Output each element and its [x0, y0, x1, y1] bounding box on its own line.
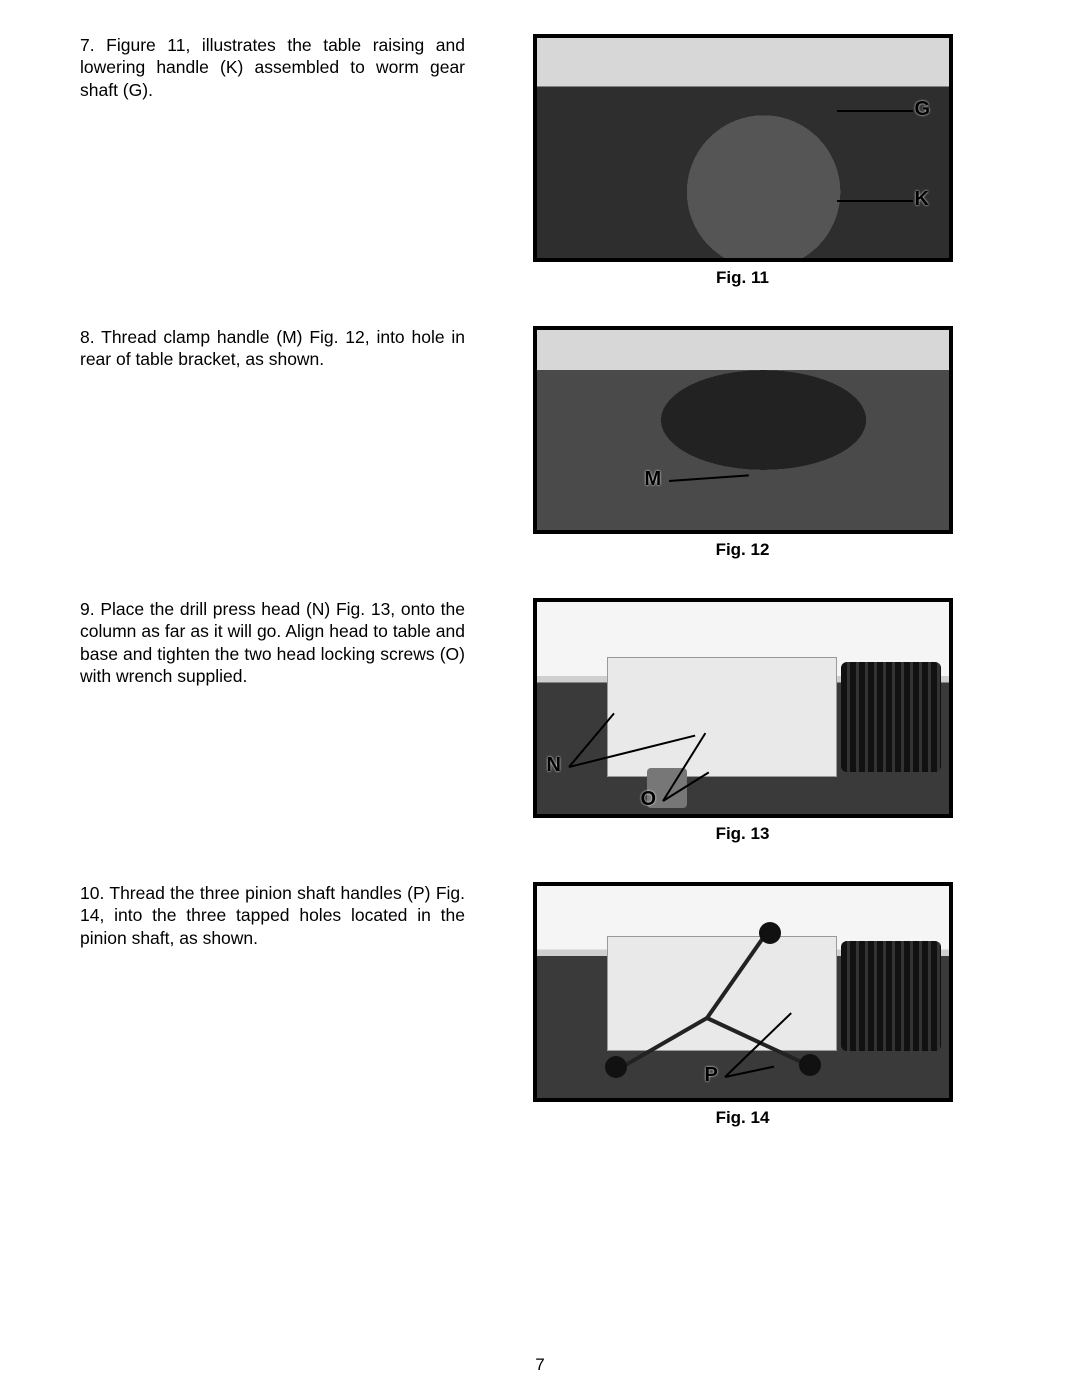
step-10-body: Thread the three pinion shaft handles (P…	[80, 883, 465, 948]
figure-11-col: G K Fig. 11	[485, 34, 1000, 288]
figure-11-label-G: G	[915, 98, 931, 121]
step-10-text: 10. Thread the three pinion shaft handle…	[80, 882, 485, 949]
step-9-number: 9.	[80, 599, 95, 619]
step-8-text: 8. Thread clamp handle (M) Fig. 12, into…	[80, 326, 485, 371]
figure-13-caption: Fig. 13	[716, 824, 770, 844]
drill-head-icon	[607, 657, 837, 777]
step-9-body: Place the drill press head (N) Fig. 13, …	[80, 599, 465, 686]
step-9: 9. Place the drill press head (N) Fig. 1…	[80, 598, 1000, 844]
figure-13-col: N O Fig. 13	[485, 598, 1000, 844]
figure-11-caption: Fig. 11	[716, 268, 769, 288]
figure-14-caption: Fig. 14	[716, 1108, 770, 1128]
step-8-body: Thread clamp handle (M) Fig. 12, into ho…	[80, 327, 465, 369]
figure-14: P	[533, 882, 953, 1102]
handle-knob-icon	[759, 922, 781, 944]
step-10: 10. Thread the three pinion shaft handle…	[80, 882, 1000, 1128]
step-10-number: 10.	[80, 883, 104, 903]
figure-13-label-O: O	[641, 788, 657, 811]
manual-page: 7. Figure 11, illustrates the table rais…	[0, 0, 1080, 1397]
step-7-body: Figure 11, illustrates the table raising…	[80, 35, 465, 100]
step-8: 8. Thread clamp handle (M) Fig. 12, into…	[80, 326, 1000, 560]
step-7-text: 7. Figure 11, illustrates the table rais…	[80, 34, 485, 101]
step-9-text: 9. Place the drill press head (N) Fig. 1…	[80, 598, 485, 688]
figure-12-col: M Fig. 12	[485, 326, 1000, 560]
figure-11-image	[537, 38, 949, 258]
motor-icon	[841, 662, 941, 772]
figure-12-caption: Fig. 12	[716, 540, 770, 560]
figure-14-col: P Fig. 14	[485, 882, 1000, 1128]
step-7: 7. Figure 11, illustrates the table rais…	[80, 34, 1000, 288]
step-8-number: 8.	[80, 327, 95, 347]
handle-knob-icon	[799, 1054, 821, 1076]
figure-12: M	[533, 326, 953, 534]
page-number: 7	[0, 1355, 1080, 1375]
callout-line	[837, 200, 913, 202]
figure-14-label-P: P	[705, 1064, 718, 1087]
figure-11-label-K: K	[915, 188, 929, 211]
figure-11: G K	[533, 34, 953, 262]
step-7-number: 7.	[80, 35, 95, 55]
figure-13-label-N: N	[547, 754, 561, 777]
callout-line	[837, 110, 913, 112]
figure-13: N O	[533, 598, 953, 818]
handle-knob-icon	[605, 1056, 627, 1078]
figure-12-image	[537, 330, 949, 530]
motor-icon	[841, 941, 941, 1051]
figure-12-label-M: M	[645, 468, 662, 491]
